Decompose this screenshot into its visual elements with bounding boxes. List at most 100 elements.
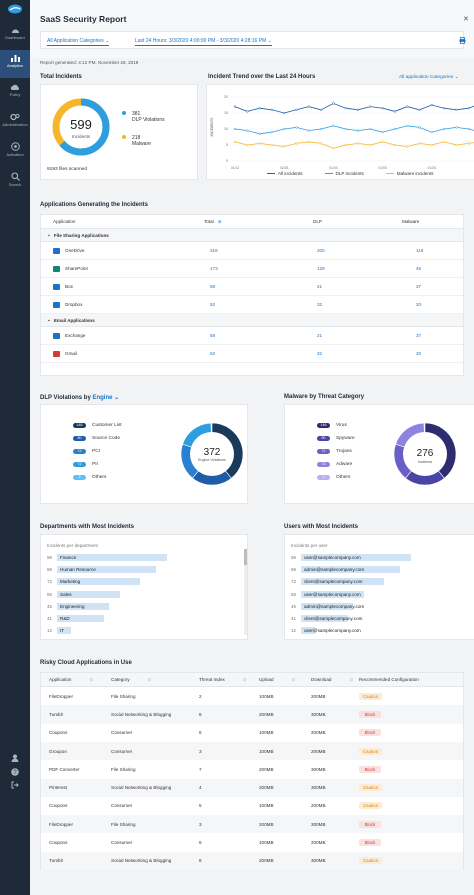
data-point[interactable] <box>258 142 261 145</box>
nav-item-dashboard[interactable]: Dashboard <box>0 22 30 50</box>
count-malware[interactable]: 45 <box>416 266 422 271</box>
data-point[interactable] <box>283 127 286 131</box>
data-point[interactable] <box>233 140 237 143</box>
bar-row[interactable]: 72 Marketing <box>47 577 237 586</box>
bar-row[interactable]: 96 user@samplecompany.com <box>291 553 474 562</box>
count-total[interactable]: 316 <box>210 248 218 253</box>
filter-icon[interactable]: ⊙ <box>147 676 152 682</box>
data-point[interactable] <box>246 129 249 132</box>
data-point[interactable] <box>332 147 335 150</box>
bar-row[interactable]: 72 client@samplecompany.com <box>291 577 474 586</box>
data-point[interactable] <box>418 108 421 111</box>
count-dlp[interactable]: 128 <box>317 266 325 271</box>
bar-row[interactable]: 96 Finance <box>47 553 237 562</box>
data-point[interactable] <box>442 140 446 143</box>
count-total[interactable]: 52 <box>210 351 216 356</box>
data-point[interactable] <box>418 126 421 129</box>
data-point[interactable] <box>418 142 421 145</box>
print-icon[interactable] <box>459 37 466 44</box>
table-row[interactable]: Coupons Consumer 6 100MB 200MB Block <box>41 833 463 852</box>
count-dlp[interactable]: 21 <box>317 333 323 338</box>
config-badge[interactable]: Block <box>359 839 381 847</box>
count-total[interactable]: 173 <box>210 266 218 271</box>
bar-row[interactable]: 41 R&D <box>47 614 237 623</box>
data-point[interactable] <box>246 143 249 147</box>
nav-item-administration[interactable]: Administration <box>0 109 30 137</box>
config-badge[interactable]: Caution <box>359 692 383 700</box>
data-point[interactable] <box>430 131 433 134</box>
chevron-down-icon[interactable]: ⌄ <box>47 317 51 322</box>
data-point[interactable] <box>233 127 237 131</box>
count-malware[interactable]: 37 <box>416 333 422 338</box>
config-badge[interactable]: Block <box>359 765 381 773</box>
data-point[interactable] <box>356 108 360 111</box>
data-point[interactable] <box>295 126 298 129</box>
data-point[interactable] <box>455 108 458 111</box>
data-point[interactable] <box>393 143 397 147</box>
config-badge[interactable]: Caution <box>359 802 383 810</box>
data-point[interactable] <box>319 108 323 111</box>
data-point[interactable] <box>319 127 323 131</box>
bar-row[interactable]: 45 Engineering <box>47 602 237 611</box>
bar-row[interactable]: 55 user@samplecompany.com <box>291 590 474 599</box>
table-row[interactable]: OneDrive 316 200 116 <box>41 242 463 260</box>
table-row[interactable]: Exchange 58 21 37 <box>41 327 463 345</box>
data-point[interactable] <box>270 108 274 111</box>
nav-item-search[interactable]: Search <box>0 168 30 196</box>
filter-icon[interactable]: ⊙ <box>291 676 296 682</box>
config-badge[interactable]: Block <box>359 820 381 828</box>
logout-icon[interactable] <box>11 781 19 789</box>
group-row[interactable]: ⌄ File Sharing Applications <box>41 229 463 242</box>
config-badge[interactable]: Block <box>359 729 381 737</box>
bar-row[interactable]: 12 IT <box>47 626 237 635</box>
departments-scrollbar[interactable] <box>244 549 247 635</box>
count-malware[interactable]: 37 <box>416 284 422 289</box>
data-point[interactable] <box>406 105 409 108</box>
data-point[interactable] <box>295 142 298 145</box>
data-point[interactable] <box>270 131 274 134</box>
filter-icon[interactable]: ⊙ <box>242 676 247 682</box>
bar-row[interactable]: 55 Sales <box>47 590 237 599</box>
table-row[interactable]: Coupons Consumer 6 100MB 200MB Block <box>41 723 463 742</box>
table-row[interactable]: Tumblr Social Networking & Blogging 8 200MB… <box>41 851 463 870</box>
table-row[interactable]: Coupons Consumer 5 100MB 200MB Caution <box>41 796 463 816</box>
filter-icon[interactable]: ⊙ <box>89 676 94 682</box>
table-row[interactable]: Box 58 21 37 <box>41 278 463 296</box>
chevron-down-icon[interactable]: ⌄ <box>47 232 51 237</box>
count-malware[interactable]: 20 <box>416 302 422 307</box>
data-point[interactable] <box>467 107 470 110</box>
data-point[interactable] <box>406 145 409 148</box>
data-point[interactable] <box>258 132 261 135</box>
data-point[interactable] <box>430 103 433 107</box>
data-point[interactable] <box>455 126 458 129</box>
nav-item-activation[interactable]: Activation <box>0 138 30 166</box>
bar-row[interactable]: 86 admin@samplecompany.com <box>291 565 474 574</box>
data-point[interactable] <box>381 131 384 134</box>
table-row[interactable]: PDF Converter File Sharing 7 200MB 300MB Bloc… <box>41 760 463 779</box>
data-point[interactable] <box>283 145 286 148</box>
data-point[interactable] <box>467 142 470 145</box>
table-row[interactable]: FileDropper File Sharing 2 100MB 200MB Cautio… <box>41 687 463 706</box>
config-badge[interactable]: Caution <box>359 747 383 755</box>
table-row[interactable]: SharePoint 173 128 45 <box>41 260 463 278</box>
config-badge[interactable]: Block <box>359 710 381 718</box>
user-icon[interactable] <box>11 754 19 762</box>
count-malware[interactable]: 116 <box>416 248 424 253</box>
sort-icon[interactable]: ⊚ <box>217 218 222 224</box>
data-point[interactable] <box>381 140 384 143</box>
nav-item-analytics[interactable]: Analytics <box>0 50 30 78</box>
bar-row[interactable]: 41 client@samplecompany.com <box>291 614 474 623</box>
trend-category-dropdown[interactable]: All application Categories ⌄ <box>399 75 459 80</box>
data-point[interactable] <box>307 129 310 132</box>
engine-dropdown[interactable]: Engine ⌄ <box>92 395 120 401</box>
risky-col-header[interactable]: Category ⊙ <box>111 673 152 686</box>
data-point[interactable] <box>393 110 397 113</box>
data-point[interactable] <box>442 107 446 110</box>
data-point[interactable] <box>246 110 249 113</box>
count-dlp[interactable]: 32 <box>317 351 323 356</box>
config-badge[interactable]: Caution <box>359 857 383 865</box>
data-point[interactable] <box>369 127 372 131</box>
config-badge[interactable]: Caution <box>359 784 383 792</box>
bar-row[interactable]: 45 admin@samplecompany.com <box>291 602 474 611</box>
data-point[interactable] <box>295 108 298 111</box>
